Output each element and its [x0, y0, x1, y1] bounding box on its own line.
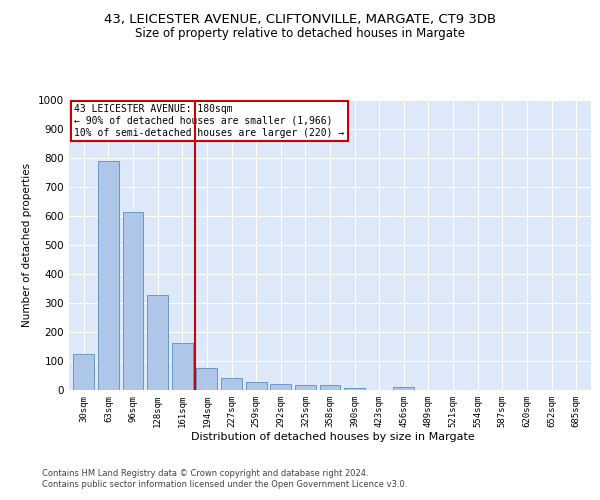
Bar — [73, 354, 94, 390]
Bar — [122, 212, 143, 390]
Text: Size of property relative to detached houses in Margate: Size of property relative to detached ho… — [135, 28, 465, 40]
Text: 43 LEICESTER AVENUE: 180sqm
← 90% of detached houses are smaller (1,966)
10% of : 43 LEICESTER AVENUE: 180sqm ← 90% of det… — [74, 104, 344, 138]
Bar — [172, 342, 193, 390]
Text: Contains public sector information licensed under the Open Government Licence v3: Contains public sector information licen… — [42, 480, 407, 489]
Bar — [344, 388, 365, 390]
Bar — [394, 387, 415, 390]
Text: Contains HM Land Registry data © Crown copyright and database right 2024.: Contains HM Land Registry data © Crown c… — [42, 468, 368, 477]
Bar — [98, 161, 119, 390]
Text: Distribution of detached houses by size in Margate: Distribution of detached houses by size … — [191, 432, 475, 442]
Bar — [320, 386, 340, 390]
Bar — [270, 384, 291, 390]
Y-axis label: Number of detached properties: Number of detached properties — [22, 163, 32, 327]
Text: 43, LEICESTER AVENUE, CLIFTONVILLE, MARGATE, CT9 3DB: 43, LEICESTER AVENUE, CLIFTONVILLE, MARG… — [104, 12, 496, 26]
Bar — [147, 295, 168, 390]
Bar — [196, 368, 217, 390]
Bar — [245, 382, 266, 390]
Bar — [221, 378, 242, 390]
Bar — [295, 386, 316, 390]
